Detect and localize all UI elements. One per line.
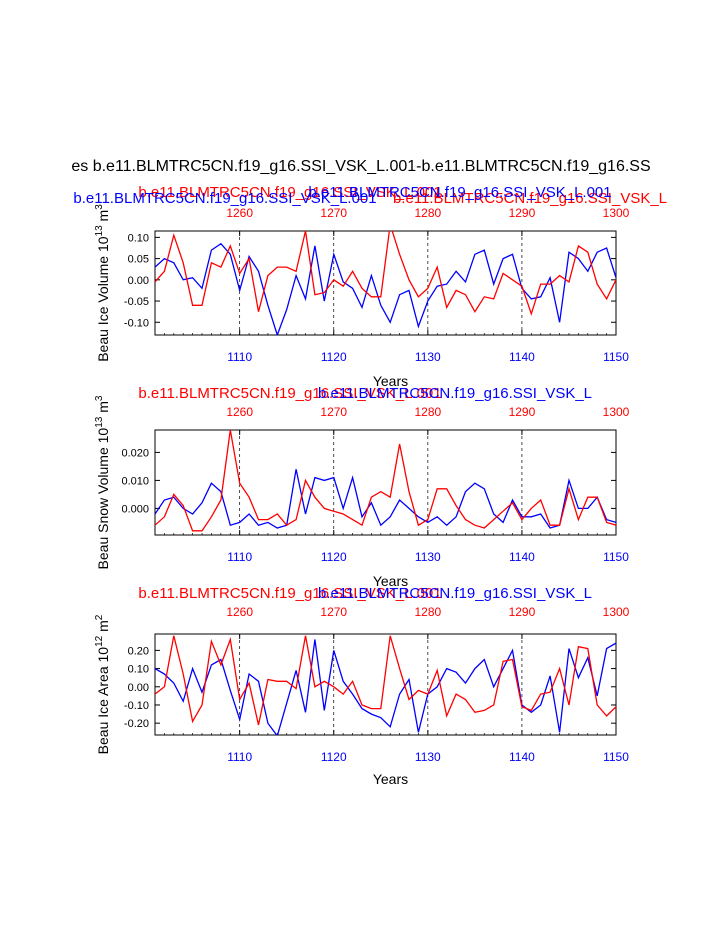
x2tick-label-1280: 1280 [414, 405, 441, 419]
x2tick-label-1260: 1260 [226, 605, 253, 619]
ytick-label-3: -0.05 [124, 296, 149, 308]
ytick-label-4: -0.10 [124, 317, 149, 329]
ytick-label-2: 0.000 [121, 503, 149, 515]
ytick-label-1: 0.010 [121, 475, 149, 487]
x2tick-label-1270: 1270 [320, 206, 347, 220]
series-line-red [155, 231, 616, 316]
ytick-label-0: 0.20 [128, 645, 149, 657]
y-axis-label: Beau Snow Volume 1013 m3 [94, 395, 111, 569]
y-axis-label: Beau Ice Area 1012 m2 [94, 614, 111, 754]
xtick-label-1130: 1130 [415, 350, 441, 364]
x2tick-label-1280: 1280 [414, 206, 441, 220]
figure-title: es b.e11.BLMTRC5CN.f19_g16.SSI_VSK_L.001… [71, 158, 650, 175]
header-right-title: b.e11.BLMTRC5CN.f19_g16.SSI_VSK_L [318, 385, 592, 402]
series-line-blue [155, 639, 616, 735]
xtick-label-1140: 1140 [509, 750, 535, 764]
x2tick-label-1280: 1280 [414, 605, 441, 619]
xtick-label-1120: 1120 [321, 750, 347, 764]
ytick-label-1: 0.10 [128, 664, 149, 676]
ytick-label-2: 0.00 [128, 275, 149, 287]
x-axis-label: Years [373, 573, 408, 589]
xtick-label-1130: 1130 [415, 750, 441, 764]
xtick-label-1150: 1150 [603, 550, 629, 564]
chart-panel-3: b.e11.BLMTRC5CN.f19_g16.SSI_VSK_L.001b.e… [94, 585, 630, 787]
xtick-label-1140: 1140 [509, 350, 535, 364]
ytick-label-2: 0.00 [128, 682, 149, 694]
x2tick-label-1290: 1290 [509, 405, 536, 419]
ytick-label-0: 0.10 [128, 232, 149, 244]
plot-frame [154, 429, 617, 536]
series-line-blue [155, 469, 616, 529]
y-axis-label: Beau Ice Volume 1013 m3 [94, 204, 111, 362]
xtick-label-1140: 1140 [509, 550, 535, 564]
series-line-red [155, 430, 616, 532]
x2tick-label-1260: 1260 [226, 405, 253, 419]
header-left-title: b.e11.BLMTRC5CN.f19_g16.SSI_VSK_L.001 [138, 585, 441, 602]
ytick-label-4: -0.20 [124, 718, 149, 730]
header-left-title: b.e11.BLMTRC5CN.f19_g16.SSI_VSK_L.001 [138, 385, 441, 402]
x2tick-label-1270: 1270 [320, 605, 347, 619]
header-center-b-title: b.e11.BLMTRC5CN.f19_g16.SSI_VSK_L.001 [308, 184, 611, 201]
header-left-title: b.e11.BLMTRC5CN.f19_g16.SSI_VSK_L.001 [138, 184, 441, 201]
x2tick-label-1300: 1300 [603, 405, 630, 419]
series-line-red [155, 635, 616, 726]
xtick-label-1120: 1120 [321, 350, 347, 364]
plot-frame [154, 633, 617, 736]
xtick-label-1120: 1120 [321, 550, 347, 564]
series-line-blue [155, 242, 616, 335]
x-axis-label: Years [373, 373, 408, 389]
chart-panel-1: b.e11.BLMTRC5CN.f19_g16.SSI_VSK_L.001b.e… [73, 184, 667, 389]
x2tick-label-1290: 1290 [509, 206, 536, 220]
header-right-title: b.e11.BLMTRC5CN.f19_g16.SSI_VSK_L [393, 190, 667, 207]
ytick-label-0: 0.020 [121, 447, 149, 459]
x2tick-label-1260: 1260 [226, 206, 253, 220]
x-axis-label: Years [373, 771, 408, 787]
xtick-label-1150: 1150 [603, 350, 629, 364]
x2tick-label-1270: 1270 [320, 405, 347, 419]
x2tick-label-1300: 1300 [603, 206, 630, 220]
xtick-label-1150: 1150 [603, 750, 629, 764]
x2tick-label-1290: 1290 [509, 605, 536, 619]
xtick-label-1110: 1110 [227, 550, 252, 564]
ytick-label-3: -0.10 [124, 700, 149, 712]
x2tick-label-1300: 1300 [603, 605, 630, 619]
header-right-title: b.e11.BLMTRC5CN.f19_g16.SSI_VSK_L [318, 585, 592, 602]
ytick-label-1: 0.05 [128, 254, 149, 266]
xtick-label-1130: 1130 [415, 550, 441, 564]
xtick-label-1110: 1110 [227, 350, 252, 364]
panels: b.e11.BLMTRC5CN.f19_g16.SSI_VSK_L.001b.e… [73, 184, 667, 787]
chart-panel-2: b.e11.BLMTRC5CN.f19_g16.SSI_VSK_L.001b.e… [94, 385, 630, 589]
plot-frame [154, 230, 617, 336]
header-center-a-title: b.e11.BLMTRC5CN.f19_g16.SSI_VSK_L.001 [73, 190, 376, 207]
xtick-label-1110: 1110 [227, 750, 252, 764]
